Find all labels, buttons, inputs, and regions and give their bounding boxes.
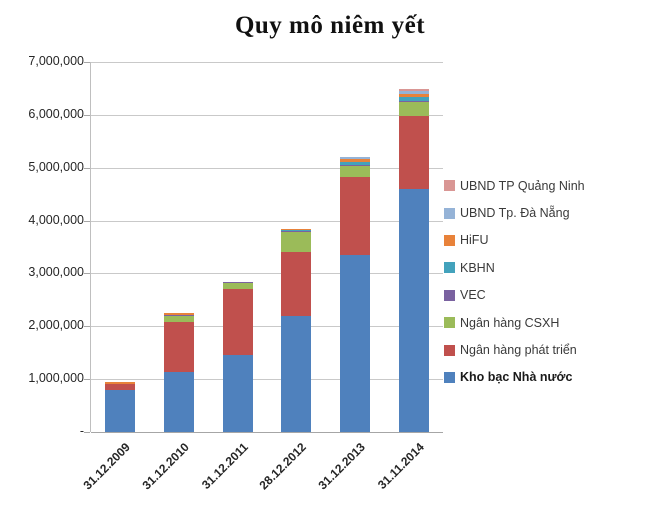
y-axis-tick (84, 167, 90, 169)
y-axis-tick (84, 432, 90, 433)
legend-item: UBND TP Quảng Ninh (444, 172, 658, 199)
y-axis-tick (84, 273, 90, 275)
bar-segment (222, 283, 253, 290)
gridline (91, 220, 443, 222)
legend-label: VEC (460, 288, 486, 303)
bar-segment (105, 389, 136, 432)
bar-segment (398, 101, 429, 103)
bar-segment (222, 282, 253, 284)
bar-segment (281, 231, 312, 233)
y-axis-label: 6,000,000 (28, 106, 84, 121)
legend-swatch-icon (444, 262, 455, 274)
y-axis-label: 3,000,000 (28, 265, 84, 280)
y-axis-label: 5,000,000 (28, 159, 84, 174)
legend-swatch-icon (444, 344, 455, 356)
legend-swatch-icon (444, 317, 455, 329)
bar-segment (398, 102, 429, 116)
legend-label: HiFU (460, 233, 489, 248)
x-axis-label: 31.12.2011 (198, 440, 251, 492)
bar-segment (340, 161, 370, 166)
bar-segment (398, 88, 429, 92)
bar-segment (164, 312, 194, 315)
bar-segment (340, 165, 370, 166)
bar-segment (281, 252, 312, 316)
legend-label: Ngân hàng CSXH (460, 315, 560, 330)
bar-segment (281, 230, 312, 232)
bar-segment (281, 315, 312, 432)
legend-label: Kho bạc Nhà nước (460, 370, 573, 385)
y-axis-tick (84, 114, 90, 116)
bar-segment (164, 314, 194, 316)
bar-segment (105, 382, 136, 384)
bar-segment (340, 157, 370, 160)
gridline (91, 114, 443, 116)
legend-swatch-icon (444, 180, 455, 192)
bar-segment (340, 255, 370, 432)
legend-item: Ngân hàng phát triển (444, 336, 658, 363)
bar-segment (398, 188, 429, 432)
gridline (91, 326, 443, 328)
legend-label: UBND Tp. Đà Nẵng (460, 206, 570, 221)
bar-segment (281, 232, 312, 253)
y-axis-tick (84, 379, 90, 381)
legend-swatch-icon (444, 207, 455, 219)
y-axis-label: 4,000,000 (28, 212, 84, 227)
legend-item: KBHN (444, 254, 658, 281)
bar-segment (340, 177, 370, 256)
legend-item: HiFU (444, 227, 658, 254)
legend-swatch-icon (444, 371, 455, 383)
x-axis-label: 31.12.2009 (80, 440, 134, 493)
legend-label: KBHN (460, 260, 495, 275)
gridline (91, 379, 443, 381)
bar-segment (164, 315, 194, 323)
bar-segment (222, 355, 253, 432)
bar-segment (222, 289, 253, 356)
y-axis-label: 7,000,000 (28, 54, 84, 68)
legend-item: Kho bạc Nhà nước (444, 364, 658, 391)
legend-label: UBND TP Quảng Ninh (460, 178, 585, 193)
chart-title: Quy mô niêm yết (234, 12, 426, 39)
bar-segment (164, 371, 194, 432)
y-axis-tick (84, 326, 90, 328)
legend: UBND TP Quảng Ninh UBND Tp. Đà Nẵng HiFU KB… (444, 172, 658, 391)
bar-segment (281, 228, 312, 231)
legend-swatch-icon (444, 234, 455, 246)
y-axis-label: 1,000,000 (28, 371, 84, 386)
y-axis-label: 2,000,000 (28, 318, 84, 333)
bar-segment (398, 96, 429, 102)
bar-segment (340, 165, 370, 178)
x-axis-label: 31.11.2014 (374, 440, 427, 492)
gridline (91, 167, 443, 169)
x-axis-line (91, 432, 443, 433)
y-axis-tick (84, 62, 90, 63)
x-axis-label: 31.12.2013 (315, 440, 368, 493)
plot-area (84, 62, 443, 433)
bar-segment (164, 322, 194, 372)
legend-item: Ngân hàng CSXH (444, 309, 658, 336)
legend-swatch-icon (444, 289, 455, 301)
legend-label: Ngân hàng phát triển (460, 343, 577, 358)
gridline (91, 62, 443, 63)
legend-item: UBND Tp. Đà Nẵng (444, 199, 658, 226)
bar-segment (105, 383, 136, 390)
bar-segment (398, 93, 429, 97)
gridline (91, 273, 443, 275)
bar-segment (398, 91, 429, 94)
legend-item: VEC (444, 282, 658, 309)
bar-segment (398, 115, 429, 189)
bar-segment (340, 159, 370, 162)
x-axis-label: 28.12.2012 (256, 440, 310, 493)
y-axis-label: - (79, 424, 84, 438)
x-axis-label: 31.12.2010 (139, 440, 192, 493)
y-axis-tick (84, 220, 90, 222)
